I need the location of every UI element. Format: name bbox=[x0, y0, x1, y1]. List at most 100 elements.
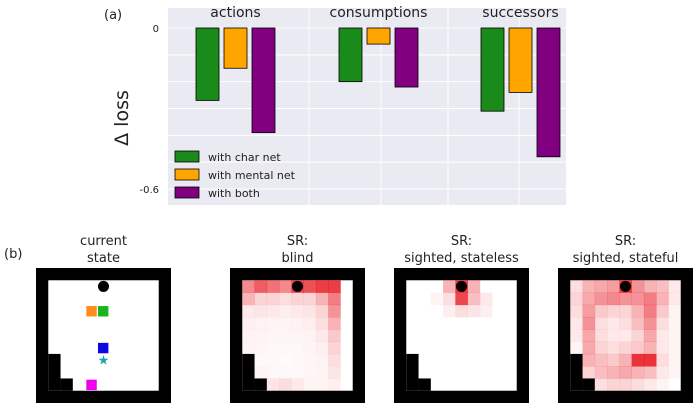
grid-inner-wall bbox=[254, 378, 267, 391]
heat-cell bbox=[315, 280, 329, 293]
heat-cell bbox=[643, 378, 657, 392]
heat-cell bbox=[267, 329, 280, 342]
heat-cell bbox=[668, 366, 682, 379]
object-magenta bbox=[86, 379, 97, 391]
heat-cell bbox=[668, 292, 682, 306]
heat-cell bbox=[643, 366, 657, 379]
bar-successors-0 bbox=[480, 27, 505, 112]
agent-marker bbox=[619, 280, 632, 292]
heat-cell bbox=[242, 304, 255, 318]
heat-cell bbox=[266, 317, 280, 330]
bar-consumptions-0 bbox=[338, 27, 363, 83]
heat-cell bbox=[594, 280, 608, 293]
legend-label-0: with char net bbox=[208, 151, 281, 164]
heat-cell bbox=[279, 354, 292, 367]
heat-cell bbox=[266, 378, 280, 392]
heat-cell bbox=[291, 304, 304, 318]
grid-floor bbox=[570, 280, 681, 391]
heat-cell bbox=[668, 329, 682, 342]
heat-cell bbox=[254, 292, 268, 306]
grid-inner-wall bbox=[418, 378, 431, 391]
heat-cell bbox=[607, 280, 620, 293]
heat-cell bbox=[328, 317, 341, 330]
legend-swatch-2 bbox=[174, 186, 200, 199]
bar-consumptions-2 bbox=[394, 27, 419, 88]
heat-cell bbox=[328, 304, 341, 318]
heat-cell bbox=[594, 366, 608, 379]
heat-cell bbox=[279, 280, 292, 293]
heat-cell bbox=[315, 378, 329, 392]
grid-inner-wall bbox=[570, 353, 583, 391]
agent-marker bbox=[97, 280, 110, 292]
gridworld-stateful: SR: sighted, stateful bbox=[558, 234, 693, 403]
heat-cell bbox=[304, 354, 317, 367]
heat-cell bbox=[279, 329, 292, 342]
heat-cell bbox=[279, 378, 292, 392]
heat-cell bbox=[656, 317, 669, 330]
heat-cell bbox=[315, 353, 329, 367]
heat-cell bbox=[607, 366, 620, 379]
heat-cell bbox=[479, 292, 493, 306]
heat-cell bbox=[242, 280, 255, 293]
heat-cell bbox=[430, 292, 444, 306]
heat-cell bbox=[254, 366, 268, 379]
heat-cell bbox=[291, 317, 304, 330]
heat-cell bbox=[479, 304, 493, 318]
heat-cell bbox=[303, 329, 317, 342]
heat-cell bbox=[304, 366, 317, 379]
heat-cell bbox=[267, 354, 280, 367]
heat-cell bbox=[443, 280, 456, 293]
heat-cell bbox=[467, 280, 481, 293]
object-blue bbox=[97, 342, 109, 354]
heat-cell bbox=[582, 280, 596, 293]
object-orange bbox=[86, 306, 97, 317]
legend-swatch-0 bbox=[174, 150, 200, 163]
heat-cell bbox=[656, 366, 669, 379]
panel-a-label: (a) bbox=[104, 8, 122, 23]
heat-cell bbox=[279, 304, 292, 318]
heat-cell bbox=[619, 378, 632, 392]
chart-legend: with char net with mental net with both bbox=[174, 150, 296, 200]
heat-cell bbox=[631, 304, 645, 318]
heat-cell bbox=[328, 341, 341, 355]
heat-cell bbox=[291, 292, 304, 306]
heat-cell bbox=[328, 366, 341, 379]
heat-cell bbox=[279, 317, 292, 330]
heat-cell bbox=[643, 304, 657, 318]
heat-cell bbox=[303, 378, 317, 392]
heat-cell bbox=[631, 280, 645, 293]
heat-cell bbox=[656, 292, 669, 306]
heat-cell bbox=[279, 292, 292, 306]
heat-cell bbox=[668, 280, 682, 293]
heat-cell bbox=[643, 280, 657, 293]
heat-cell bbox=[631, 292, 645, 306]
y-tick-label-1: -0.6 bbox=[139, 185, 159, 196]
grid-inner-wall bbox=[48, 353, 61, 391]
heat-cell bbox=[619, 353, 632, 367]
y-tick-label-0: 0 bbox=[153, 24, 159, 35]
heat-cell bbox=[328, 353, 341, 367]
heat-cell bbox=[303, 304, 317, 318]
heat-cell bbox=[303, 280, 317, 293]
category-label-2: successors bbox=[482, 5, 558, 21]
heat-cell bbox=[254, 329, 268, 342]
chart-y-axis-label: Δ loss bbox=[111, 90, 133, 146]
heat-cell bbox=[631, 353, 645, 367]
heat-cell bbox=[607, 378, 620, 392]
heat-cell bbox=[242, 292, 255, 306]
heat-cell bbox=[467, 304, 481, 318]
heat-cell bbox=[254, 317, 268, 330]
heat-cell bbox=[631, 366, 645, 379]
heat-cell bbox=[315, 341, 329, 355]
heat-cell bbox=[656, 378, 669, 392]
grid-inner-wall bbox=[60, 378, 73, 391]
heat-cell bbox=[607, 304, 620, 318]
grid-floor bbox=[48, 280, 159, 391]
heat-cell bbox=[315, 304, 329, 318]
legend-swatch-1 bbox=[174, 168, 200, 181]
heat-cell bbox=[254, 304, 268, 318]
grid-title-line2: state bbox=[87, 251, 120, 266]
heat-cell bbox=[279, 366, 292, 379]
object-green bbox=[97, 306, 109, 317]
heat-cell bbox=[656, 329, 669, 342]
